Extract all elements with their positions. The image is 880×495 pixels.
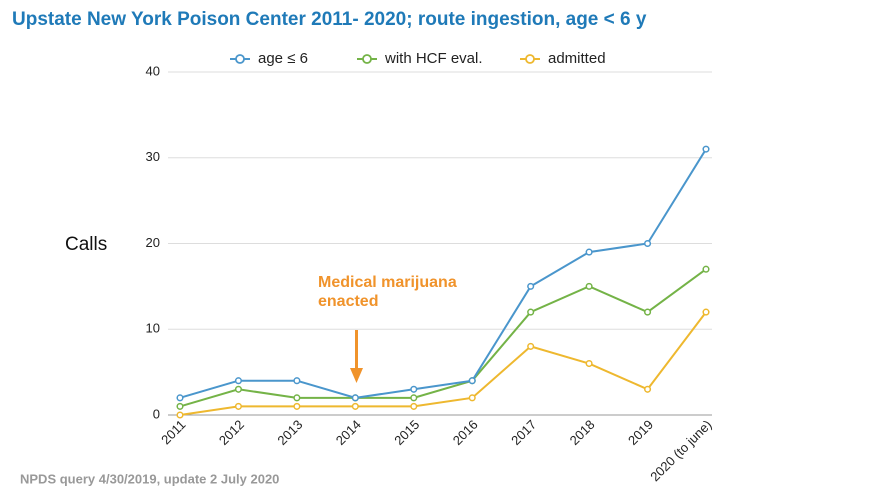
- y-tick-label: 0: [153, 406, 160, 421]
- data-point: [351, 402, 359, 410]
- data-point: [468, 377, 476, 385]
- legend-label: age ≤ 6: [258, 50, 308, 67]
- data-point: [351, 394, 359, 402]
- data-point: [176, 402, 184, 410]
- data-point: [702, 145, 710, 153]
- data-point: [702, 308, 710, 316]
- data-point: [293, 402, 301, 410]
- y-tick-label: 30: [146, 149, 160, 164]
- data-point: [644, 239, 652, 248]
- data-point: [234, 377, 242, 385]
- x-tick-label: 2014: [333, 417, 364, 448]
- annotation-arrowhead: [350, 368, 363, 383]
- chart-title: Upstate New York Poison Center 2011- 202…: [12, 9, 647, 30]
- data-point: [234, 402, 242, 410]
- data-point: [293, 394, 301, 402]
- legend-marker: [235, 54, 245, 64]
- data-point: [527, 308, 535, 316]
- data-point: [527, 282, 535, 290]
- annotation: enacted: [318, 293, 378, 310]
- data-point: [410, 402, 418, 410]
- data-point: [410, 394, 418, 402]
- series-line: [179, 148, 707, 399]
- legend-item: age ≤ 6: [230, 50, 308, 67]
- series-line: [179, 311, 707, 416]
- data-point: [585, 360, 593, 368]
- footnote: NPDS query 4/30/2019, update 2 July 2020: [20, 471, 279, 486]
- data-point: [176, 411, 184, 419]
- data-point: [410, 385, 418, 393]
- x-tick-label: 2020 (to june): [647, 417, 714, 484]
- data-point: [644, 385, 652, 393]
- legend-marker: [362, 54, 372, 64]
- data-point: [702, 265, 710, 273]
- legend-label: admitted: [548, 50, 606, 67]
- data-point: [293, 377, 301, 385]
- annotation: Medical marijuana: [318, 274, 457, 291]
- x-tick-label: 2015: [391, 417, 422, 448]
- y-tick-label: 10: [146, 321, 160, 336]
- x-tick-label: 2011: [158, 417, 188, 447]
- data-point: [585, 282, 593, 290]
- data-point: [234, 385, 242, 393]
- x-tick-label: 2012: [216, 417, 247, 448]
- x-tick-label: 2016: [450, 417, 481, 448]
- data-point: [585, 248, 593, 256]
- y-tick-label: 40: [146, 63, 160, 78]
- data-point: [468, 394, 476, 402]
- x-tick-label: 2019: [625, 417, 656, 448]
- legend-item: admitted: [520, 50, 606, 67]
- legend-item: with HCF eval.: [357, 50, 483, 67]
- series-line: [179, 268, 707, 408]
- x-tick-label: 2013: [274, 417, 305, 448]
- legend-label: with HCF eval.: [384, 50, 483, 67]
- y-axis-label: Calls: [65, 234, 107, 255]
- data-point: [644, 308, 652, 316]
- x-tick-label: 2017: [508, 417, 539, 448]
- y-tick-label: 20: [146, 235, 160, 250]
- legend-marker: [525, 54, 535, 64]
- x-tick-label: 2018: [567, 417, 598, 448]
- data-point: [527, 342, 535, 350]
- data-point: [176, 394, 184, 402]
